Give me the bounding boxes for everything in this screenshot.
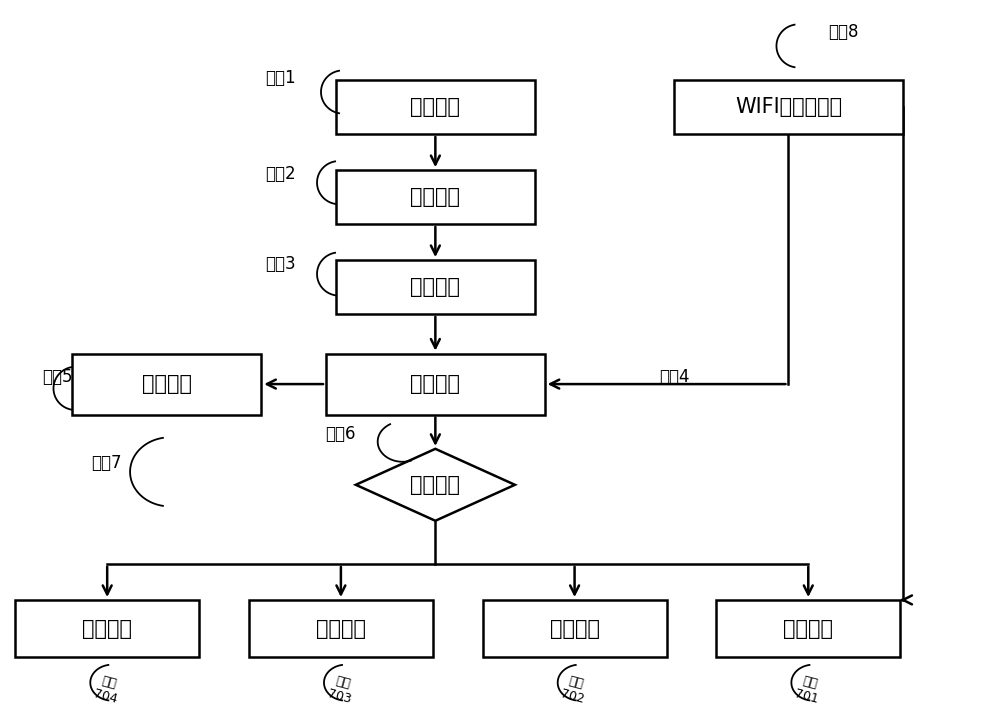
Text: 信号屏蔽: 信号屏蔽 xyxy=(783,618,833,639)
Bar xyxy=(326,354,545,415)
Text: 步骤2: 步骤2 xyxy=(266,165,296,183)
Text: 步骤8: 步骤8 xyxy=(828,22,859,41)
Bar xyxy=(336,260,535,314)
Text: 牵引用户: 牵引用户 xyxy=(410,187,460,207)
Bar xyxy=(336,80,535,134)
Text: 信息拦截: 信息拦截 xyxy=(316,618,366,639)
Text: 其他管控: 其他管控 xyxy=(82,618,132,639)
Polygon shape xyxy=(356,449,515,521)
Bar xyxy=(249,600,433,658)
Bar xyxy=(15,600,199,658)
Text: 步骤4: 步骤4 xyxy=(659,368,690,386)
Text: 侦码捕获: 侦码捕获 xyxy=(410,277,460,297)
Text: 手机用户: 手机用户 xyxy=(410,97,460,117)
Bar xyxy=(674,80,903,134)
Text: 通信管控: 通信管控 xyxy=(410,374,460,394)
Text: 步骤5: 步骤5 xyxy=(43,368,73,386)
Bar xyxy=(336,170,535,224)
Bar xyxy=(483,600,667,658)
Text: 步骤
703: 步骤 703 xyxy=(326,674,356,706)
Text: 信息推送: 信息推送 xyxy=(550,618,600,639)
Text: 步骤6: 步骤6 xyxy=(325,426,356,444)
Text: WIFI和蓝牙用户: WIFI和蓝牙用户 xyxy=(735,97,842,117)
Text: 步骤
702: 步骤 702 xyxy=(559,674,590,706)
Bar xyxy=(72,354,261,415)
Text: 步骤
701: 步骤 701 xyxy=(793,674,823,706)
Text: 步骤3: 步骤3 xyxy=(266,255,296,273)
Text: 名单判断: 名单判断 xyxy=(410,475,460,494)
Text: 步骤1: 步骤1 xyxy=(266,70,296,87)
Bar xyxy=(716,600,900,658)
Text: 步骤
704: 步骤 704 xyxy=(92,674,122,706)
Text: 步骤7: 步骤7 xyxy=(92,455,122,472)
Text: 人员管控: 人员管控 xyxy=(142,374,192,394)
